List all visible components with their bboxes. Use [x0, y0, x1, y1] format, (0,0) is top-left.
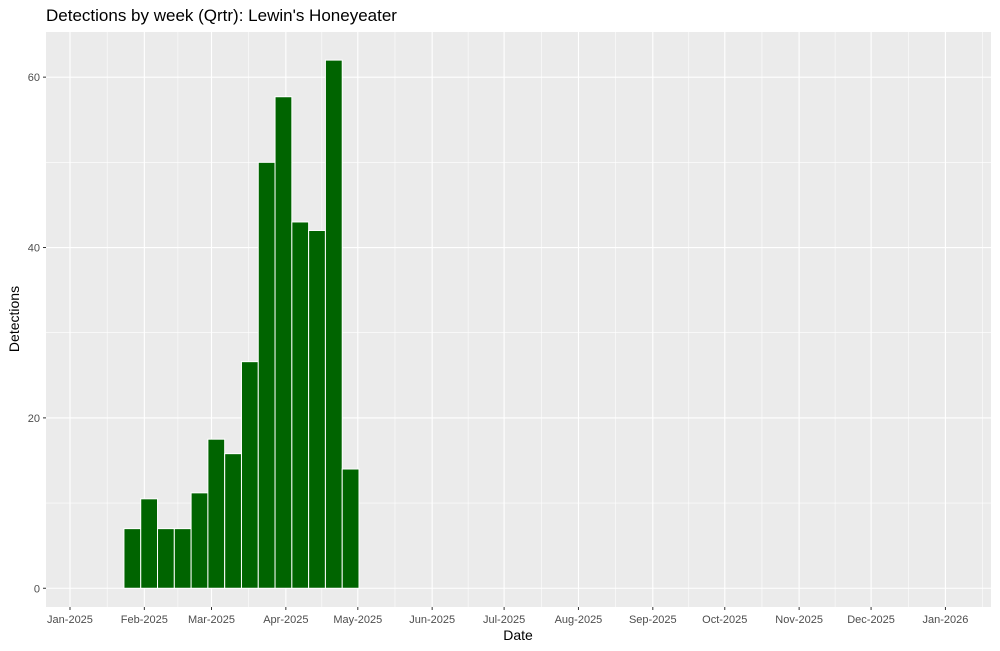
- y-axis-title: Detections: [6, 286, 22, 352]
- chart-title: Detections by week (Qrtr): Lewin's Honey…: [46, 6, 397, 25]
- y-tick-label: 40: [28, 243, 40, 255]
- y-tick-label: 20: [28, 413, 40, 425]
- bar: [257, 161, 276, 589]
- x-tick-label: Jan-2025: [47, 614, 93, 626]
- bar: [341, 468, 360, 589]
- bar: [190, 492, 209, 589]
- bar: [123, 528, 142, 589]
- x-tick-label: Jan-2026: [922, 614, 968, 626]
- x-tick-label: Mar-2025: [188, 614, 235, 626]
- y-tick-label: 0: [34, 583, 40, 595]
- x-axis-title: Date: [503, 627, 533, 643]
- x-tick-label: Aug-2025: [555, 614, 603, 626]
- x-tick-label: Apr-2025: [263, 614, 308, 626]
- x-tick-label: Jul-2025: [483, 614, 525, 626]
- x-axis-ticks: Jan-2025 Feb-2025 Mar-2025 Apr-2025 May-2025…: [47, 607, 968, 626]
- bar: [224, 453, 242, 589]
- bar: [274, 96, 293, 589]
- bar: [308, 229, 326, 589]
- bar: [324, 59, 343, 589]
- x-tick-label: Sep-2025: [629, 614, 677, 626]
- grid-minor: [46, 32, 991, 607]
- x-tick-label: May-2025: [333, 614, 382, 626]
- x-tick-label: Oct-2025: [702, 614, 747, 626]
- bar: [157, 528, 175, 589]
- plot-panel: [46, 32, 991, 607]
- x-tick-label: Nov-2025: [775, 614, 823, 626]
- y-axis-ticks: 0 20 40 60: [28, 72, 46, 595]
- bar: [291, 221, 310, 589]
- y-tick-label: 60: [28, 72, 40, 84]
- bar: [240, 361, 259, 589]
- x-tick-label: Jun-2025: [409, 614, 455, 626]
- x-tick-label: Dec-2025: [847, 614, 895, 626]
- bar: [207, 438, 226, 589]
- x-tick-label: Feb-2025: [121, 614, 168, 626]
- bar: [173, 528, 192, 589]
- bar: [140, 498, 159, 589]
- bars: [123, 59, 360, 589]
